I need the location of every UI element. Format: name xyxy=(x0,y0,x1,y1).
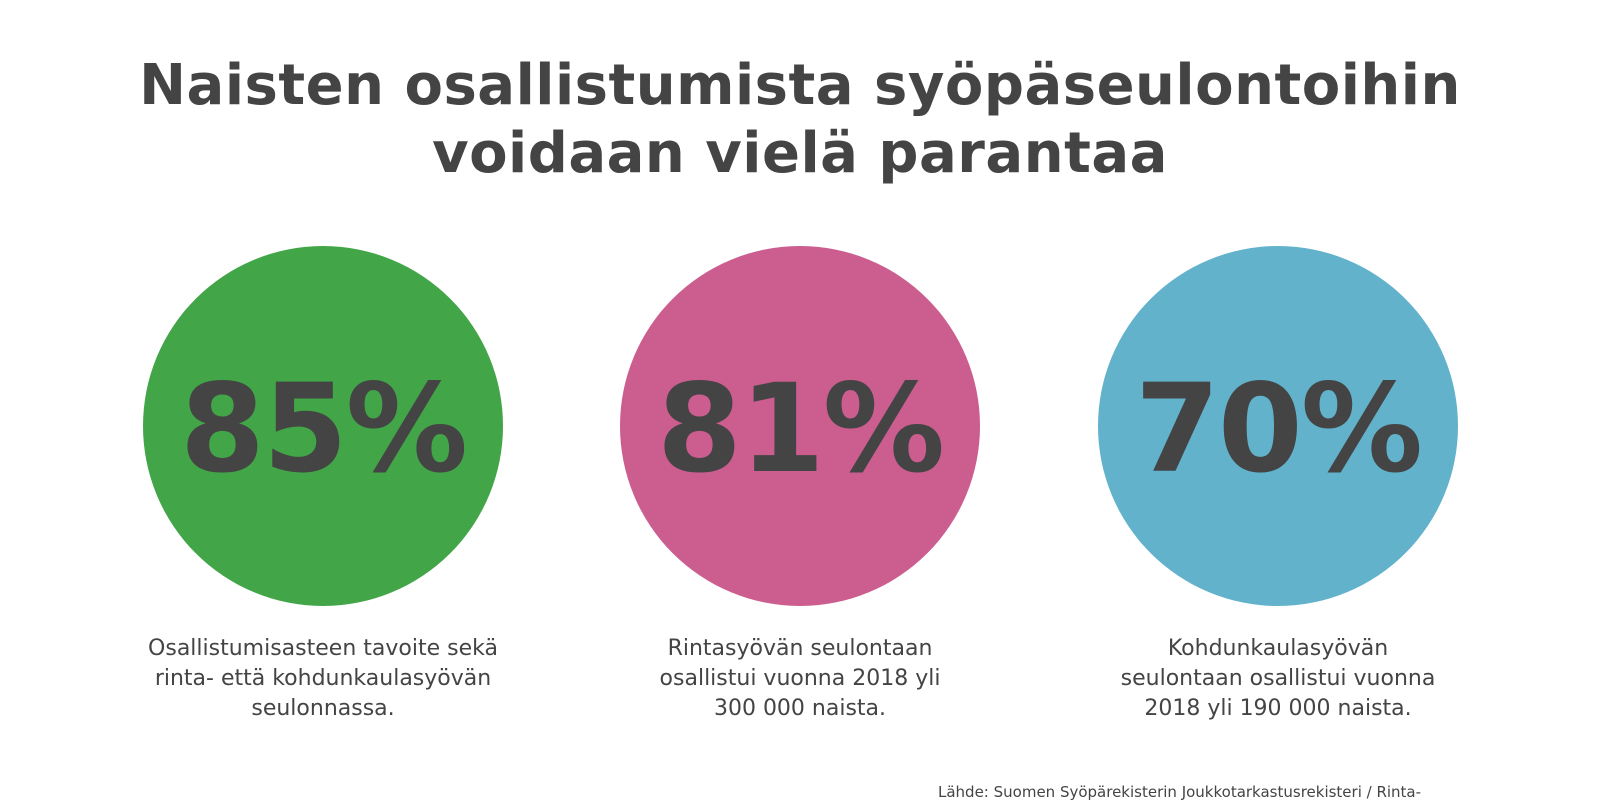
caption-line: Rintasyövän seulontaan xyxy=(667,636,933,661)
caption-line: seulontaan osallistui vuonna xyxy=(1120,666,1436,691)
stat-percent: 70% xyxy=(1134,358,1423,500)
page-title: Naisten osallistumista syöpäseulontoihin… xyxy=(0,52,1600,188)
stat-circle: 85% xyxy=(143,246,503,606)
caption-line: Osallistumisasteen tavoite sekä xyxy=(148,636,498,661)
caption-line: osallistui vuonna 2018 yli xyxy=(659,666,941,691)
stat-caption: Rintasyövän seulontaan osallistui vuonna… xyxy=(600,634,1000,724)
stat-caption: Kohdunkaulasyövän seulontaan osallistui … xyxy=(1078,634,1478,724)
stat-breast-cervical-target: 85% Osallistumisasteen tavoite sekä rint… xyxy=(143,246,503,721)
caption-line: 300 000 naista. xyxy=(713,696,887,721)
stat-circle: 81% xyxy=(620,246,980,606)
title-line-2: voidaan vielä parantaa xyxy=(432,121,1168,186)
stat-cervical-screening: 70% Kohdunkaulasyövän seulontaan osallis… xyxy=(1098,246,1458,721)
caption-line: rinta- että kohdunkaulasyövän xyxy=(154,666,492,691)
stat-breast-screening: 81% Rintasyövän seulontaan osallistui vu… xyxy=(620,246,980,721)
title-line-1: Naisten osallistumista syöpäseulontoihin xyxy=(139,53,1461,118)
stat-percent: 85% xyxy=(179,358,468,500)
source-note: Lähde: Suomen Syöpärekisterin Joukkotark… xyxy=(938,783,1422,800)
stat-percent: 81% xyxy=(656,358,945,500)
caption-line: seulonnassa. xyxy=(251,696,395,721)
caption-line: 2018 yli 190 000 naista. xyxy=(1144,696,1412,721)
stat-caption: Osallistumisasteen tavoite sekä rinta- e… xyxy=(123,634,523,724)
stat-circle: 70% xyxy=(1098,246,1458,606)
caption-line: Kohdunkaulasyövän xyxy=(1167,636,1389,661)
